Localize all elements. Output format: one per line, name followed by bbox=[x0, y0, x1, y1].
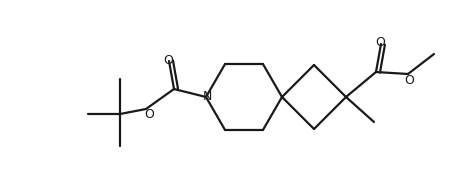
Text: O: O bbox=[163, 54, 173, 67]
Text: N: N bbox=[202, 89, 212, 102]
Text: O: O bbox=[404, 74, 414, 87]
Text: O: O bbox=[144, 107, 154, 120]
Text: O: O bbox=[375, 36, 385, 49]
